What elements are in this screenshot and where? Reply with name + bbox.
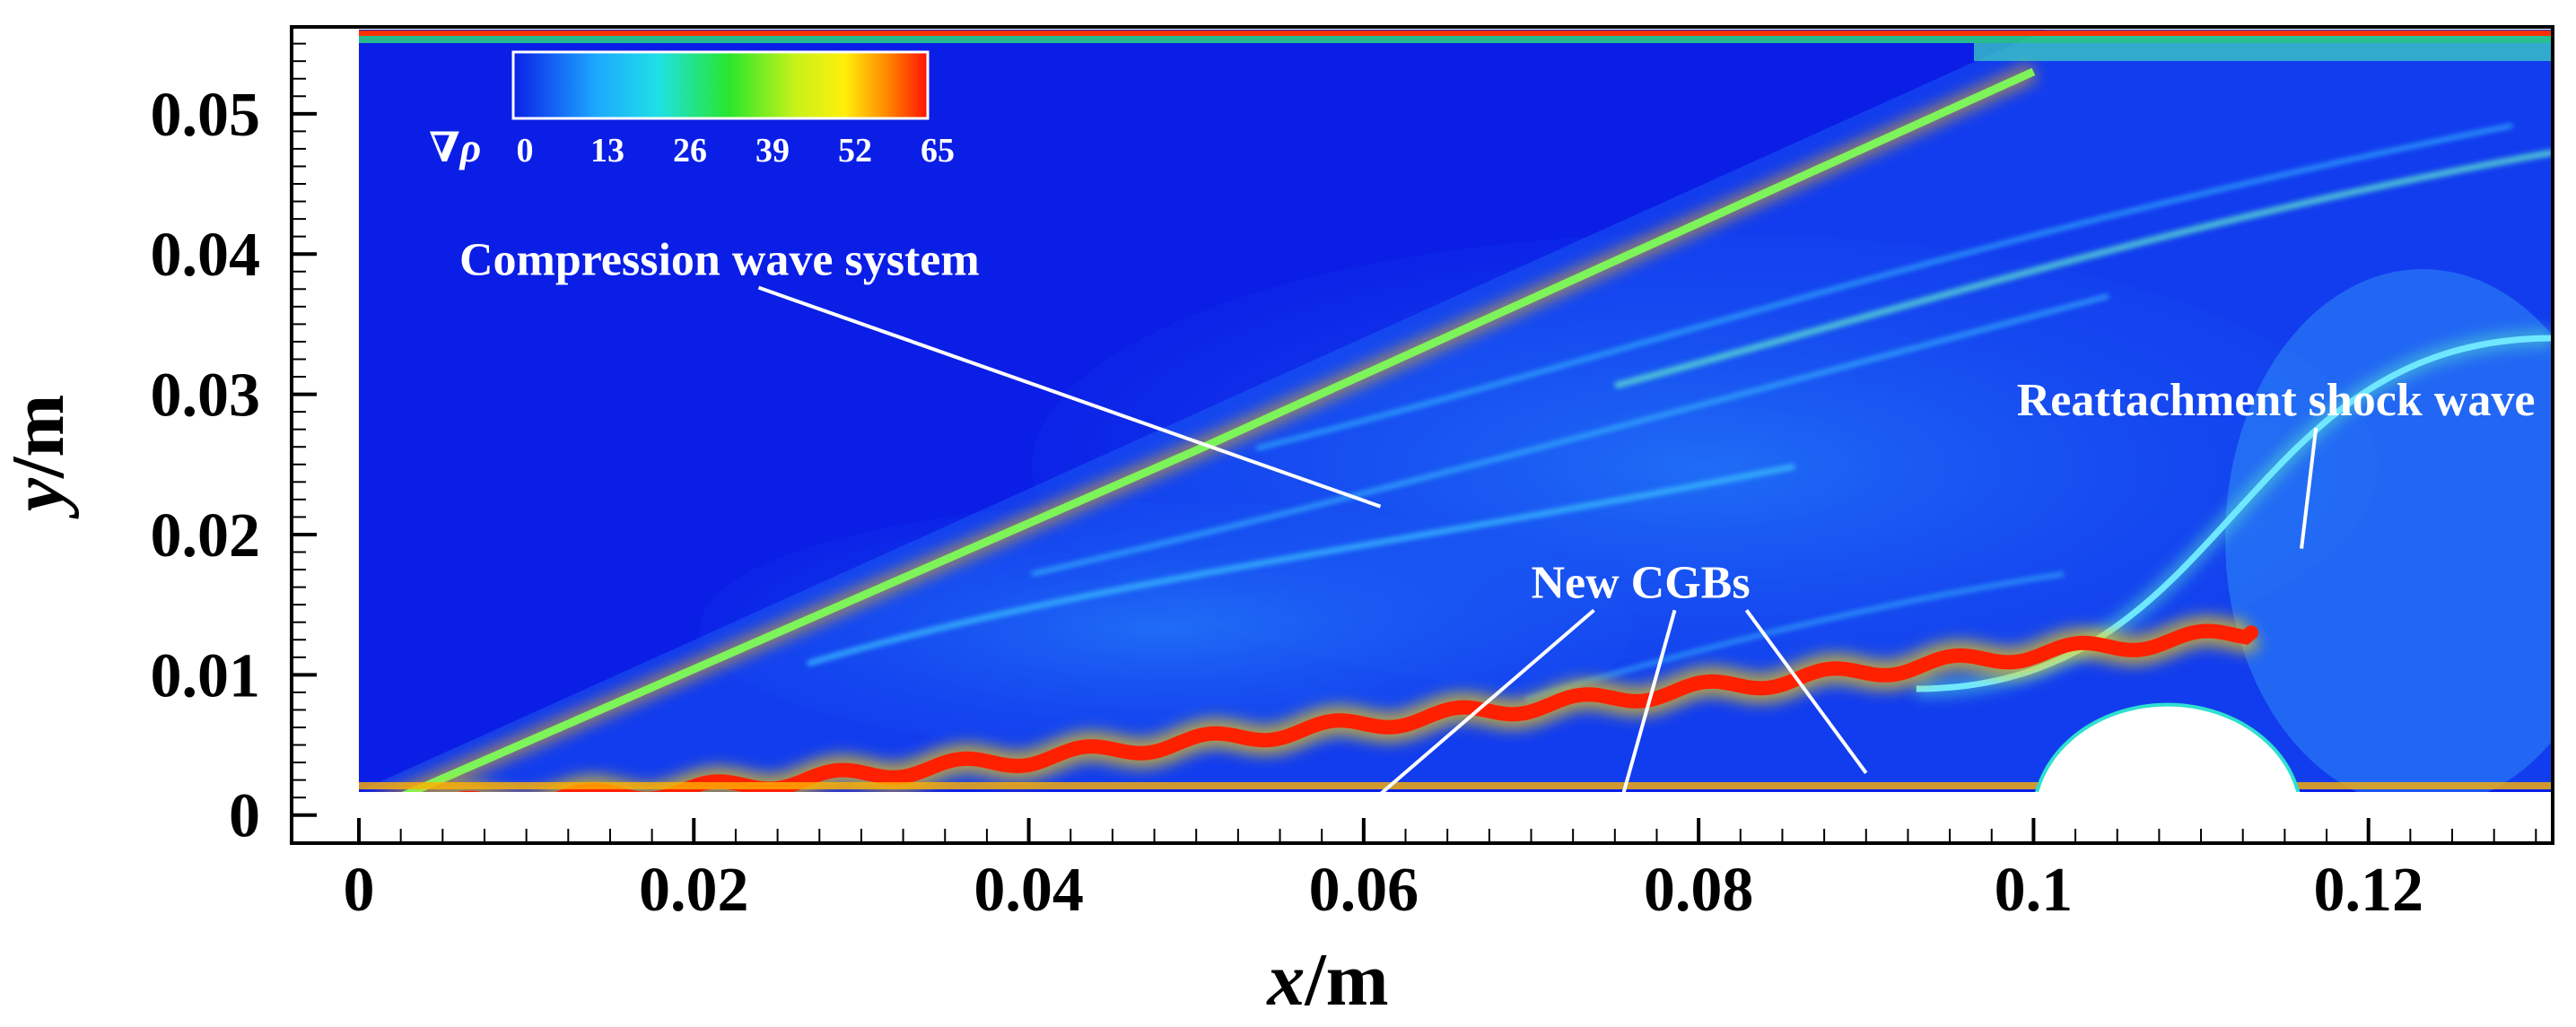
shear-layer-line xyxy=(457,623,2258,792)
y-axis-title: y/m xyxy=(0,395,80,520)
wavelet xyxy=(1255,123,2513,451)
y-axis-unit: /m xyxy=(0,395,80,479)
y-tick-label: 0.04 xyxy=(151,221,261,290)
x-tick-label: 0 xyxy=(344,856,375,925)
top-wall-layer xyxy=(359,36,2553,43)
colorbar: ∇ρ 0 13 26 39 52 65 xyxy=(424,45,962,175)
colorbar-tick-label: 13 xyxy=(590,132,624,170)
flow-field xyxy=(359,30,2553,792)
wavelet xyxy=(1614,149,2553,389)
annotation-label: Reattachment shock wave xyxy=(2017,375,2536,426)
bottom-wall-layer xyxy=(359,782,2553,789)
x-tick-label: 0.06 xyxy=(1309,856,1419,925)
x-tick-label: 0.04 xyxy=(974,856,1084,925)
x-tick-label: 0.08 xyxy=(1644,856,1754,925)
colorbar-tick-label: 0 xyxy=(517,132,534,170)
x-minor-ticks xyxy=(357,818,2537,843)
colorbar-ticks: 0 13 26 39 52 65 xyxy=(517,132,956,170)
colorbar-gradient xyxy=(511,50,930,120)
colorbar-tick-label: 26 xyxy=(673,132,707,170)
y-tick-labels: 0 0.01 0.02 0.03 0.04 0.05 xyxy=(151,81,261,851)
annotation-leader xyxy=(2300,427,2318,549)
y-tick-label: 0.05 xyxy=(151,81,261,150)
annotation-leader xyxy=(1744,609,1868,774)
wavelet xyxy=(1031,293,2109,577)
y-tick-label: 0 xyxy=(229,782,260,851)
annotation-label: Compression wave system xyxy=(459,235,980,286)
colorbar-variable: ∇ρ xyxy=(429,125,481,170)
top-wall-layer xyxy=(1974,43,2553,61)
y-minor-ticks xyxy=(292,42,317,817)
x-tick-labels: 0 0.02 0.04 0.06 0.08 0.1 0.12 xyxy=(344,856,2423,925)
wavelet xyxy=(807,464,1795,666)
colorbar-tick-label: 65 xyxy=(921,132,955,170)
y-tick-label: 0.01 xyxy=(151,641,261,710)
x-axis-variable: x xyxy=(1265,938,1305,1022)
annotation-leader xyxy=(1379,608,1595,796)
x-tick-label: 0.12 xyxy=(2313,856,2423,925)
annotations: Compression wave system Reattachment shoc… xyxy=(459,235,2536,796)
annotation-leader xyxy=(1621,609,1677,795)
y-tick-label: 0.03 xyxy=(151,361,261,431)
plot-frame xyxy=(290,25,2554,845)
wavelet xyxy=(1524,571,2065,702)
colorbar-tick-label: 39 xyxy=(755,132,790,170)
oblique-shock-line xyxy=(401,67,2036,792)
top-wall-layer xyxy=(359,30,2553,36)
wall-bump xyxy=(2035,702,2301,792)
y-axis-variable: y xyxy=(0,477,80,519)
x-axis-title: x/m xyxy=(1265,938,1388,1022)
annotation-leader xyxy=(757,285,1382,509)
y-tick-label: 0.02 xyxy=(151,501,261,570)
colorbar-tick-label: 52 xyxy=(838,132,872,170)
annotation-label: New CGBs xyxy=(1531,557,1750,608)
x-axis-unit: /m xyxy=(1304,938,1388,1022)
x-tick-label: 0.1 xyxy=(1995,856,2074,925)
downstream-glow xyxy=(2225,269,2553,792)
x-tick-label: 0.02 xyxy=(639,856,749,925)
